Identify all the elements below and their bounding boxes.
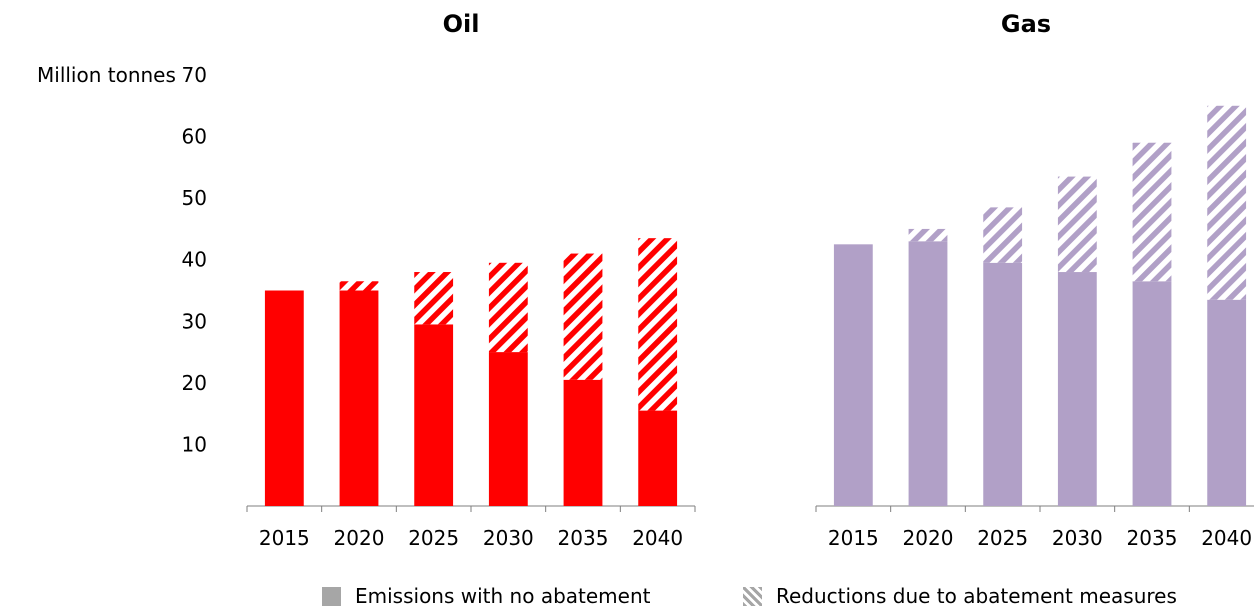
bar-reduction-2025 [414, 272, 454, 325]
x-tick-label-2040: 2040 [1201, 526, 1252, 550]
bar-no-abatement-2015 [264, 290, 304, 506]
bar-reduction-2040 [638, 238, 678, 411]
bar-reduction-2035 [1132, 142, 1172, 282]
bar-no-abatement-2030 [1057, 272, 1097, 506]
bar-no-abatement-2035 [1132, 281, 1172, 506]
y-tick-label-30: 30 [182, 309, 207, 333]
legend-item-reductions: Reductions due to abatement measures [743, 584, 1177, 608]
bar-reduction-2020 [339, 281, 379, 291]
x-tick-label-2015: 2015 [259, 526, 310, 550]
y-tick-label-10: 10 [182, 432, 207, 456]
x-tick-label-2035: 2035 [558, 526, 609, 550]
legend-label-no-abatement: Emissions with no abatement [355, 584, 651, 608]
y-tick-label-20: 20 [182, 371, 207, 395]
legend-item-no-abatement: Emissions with no abatement [322, 584, 650, 608]
x-tick-label-2035: 2035 [1127, 526, 1178, 550]
x-tick-label-2030: 2030 [1052, 526, 1103, 550]
panel-title-gas: Gas [1001, 10, 1051, 38]
legend: Emissions with no abatement Reductions d… [0, 584, 1254, 612]
y-tick-label-40: 40 [182, 248, 207, 272]
bar-reduction-2040 [1207, 105, 1247, 300]
bar-reduction-2030 [488, 262, 528, 353]
bar-no-abatement-2040 [1207, 299, 1247, 506]
y-tick-label-70: 70 [182, 63, 207, 87]
y-tick-label-60: 60 [182, 125, 207, 149]
bar-no-abatement-2020 [339, 290, 379, 506]
panel-gas: Gas 2015 2020 2025 2030 2035 2040 [815, 10, 1254, 550]
x-tick-label-2030: 2030 [483, 526, 534, 550]
x-tick-label-2020: 2020 [334, 526, 385, 550]
bar-no-abatement-2025 [414, 324, 454, 506]
bar-no-abatement-2015 [833, 244, 873, 507]
bar-no-abatement-2030 [488, 352, 528, 506]
bar-reduction-2030 [1057, 176, 1097, 273]
x-tick-label-2020: 2020 [903, 526, 954, 550]
panel-title-oil: Oil [443, 10, 480, 38]
bar-reduction-2020 [908, 228, 948, 242]
x-tick-label-2025: 2025 [408, 526, 459, 550]
bar-no-abatement-2040 [638, 410, 678, 506]
bar-no-abatement-2020 [908, 241, 948, 506]
bar-reduction-2035 [563, 253, 603, 380]
legend-label-reductions: Reductions due to abatement measures [776, 584, 1177, 608]
x-tick-label-2015: 2015 [828, 526, 879, 550]
panel-oil: Oil 2015 2020 2025 2030 2035 2040 [246, 10, 696, 550]
bar-reduction-2025 [983, 207, 1023, 263]
x-tick-label-2025: 2025 [977, 526, 1028, 550]
y-axis-label: Million tonnes [37, 63, 176, 87]
legend-swatch-solid [322, 586, 341, 606]
x-tick-label-2040: 2040 [632, 526, 683, 550]
y-tick-label-50: 50 [182, 186, 207, 210]
bar-no-abatement-2035 [563, 379, 603, 506]
legend-swatch-hatched [743, 586, 762, 606]
bar-no-abatement-2025 [983, 262, 1023, 506]
